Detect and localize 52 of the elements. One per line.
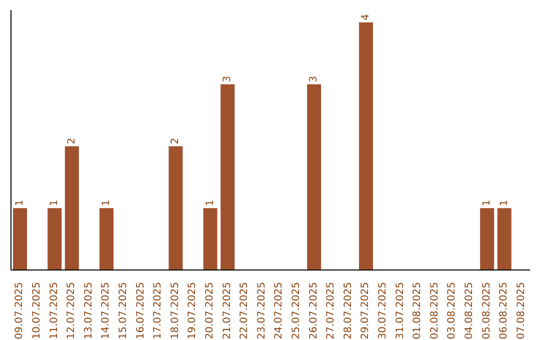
- data-label: 2: [170, 138, 182, 144]
- x-tick-label: 09.07.2025: [14, 282, 26, 340]
- x-tick-label: 29.07.2025: [360, 282, 372, 340]
- x-tick-label: 04.08.2025: [464, 282, 475, 340]
- data-label: 1: [482, 200, 493, 206]
- x-tick-label: 24.07.2025: [274, 282, 285, 340]
- data-label: 1: [498, 200, 510, 206]
- x-tick-label: 07.08.2025: [516, 282, 527, 340]
- x-tick-label: 26.07.2025: [308, 282, 320, 340]
- data-label: 1: [101, 200, 112, 206]
- data-label: 2: [66, 138, 78, 144]
- x-tick-label: 13.07.2025: [83, 282, 94, 340]
- bar: [307, 84, 322, 270]
- x-tick-label: 25.07.2025: [290, 282, 302, 340]
- x-tick-label: 16.07.2025: [135, 282, 146, 340]
- x-tick-label: 21.07.2025: [222, 282, 233, 340]
- x-tick-label: 15.07.2025: [118, 282, 129, 340]
- x-tick-label: 19.07.2025: [187, 282, 198, 340]
- x-tick-label: 03.08.2025: [446, 282, 458, 340]
- x-tick-label: 02.08.2025: [429, 282, 440, 340]
- data-label: 3: [308, 76, 320, 82]
- x-tick-label: 18.07.2025: [170, 282, 181, 340]
- bar: [13, 208, 27, 270]
- x-tick-label: 27.07.2025: [326, 282, 337, 340]
- x-tick-label: 10.07.2025: [31, 282, 42, 340]
- x-tick-label: 22.07.2025: [239, 282, 250, 340]
- x-tick-label: 11.07.2025: [48, 282, 60, 340]
- bar: [220, 84, 235, 270]
- x-tick-label: 14.07.2025: [100, 282, 112, 340]
- x-tick-label: 05.08.2025: [481, 282, 492, 340]
- bar: [480, 208, 494, 270]
- bar: [203, 208, 218, 270]
- data-label: 1: [204, 200, 216, 206]
- bar: [359, 22, 373, 270]
- x-tick-label: 23.07.2025: [256, 282, 268, 340]
- bar: [48, 208, 62, 270]
- bar: [168, 146, 183, 270]
- data-label: 3: [222, 76, 234, 82]
- data-label: 1: [14, 200, 26, 206]
- x-tick-label: 01.08.2025: [412, 282, 424, 340]
- bar: [100, 208, 114, 270]
- data-label: 4: [360, 14, 372, 20]
- x-tick-label: 06.08.2025: [498, 282, 510, 340]
- x-tick-label: 28.07.2025: [342, 282, 354, 340]
- bar: [64, 146, 79, 270]
- x-tick-label: 30.07.2025: [377, 282, 388, 340]
- x-tick-label: 17.07.2025: [152, 282, 164, 340]
- x-tick-label: 12.07.2025: [66, 282, 78, 340]
- bar: [497, 208, 512, 270]
- data-label: 1: [49, 200, 60, 206]
- x-tick-label: 31.07.2025: [394, 282, 406, 340]
- x-tick-label: 20.07.2025: [204, 282, 216, 340]
